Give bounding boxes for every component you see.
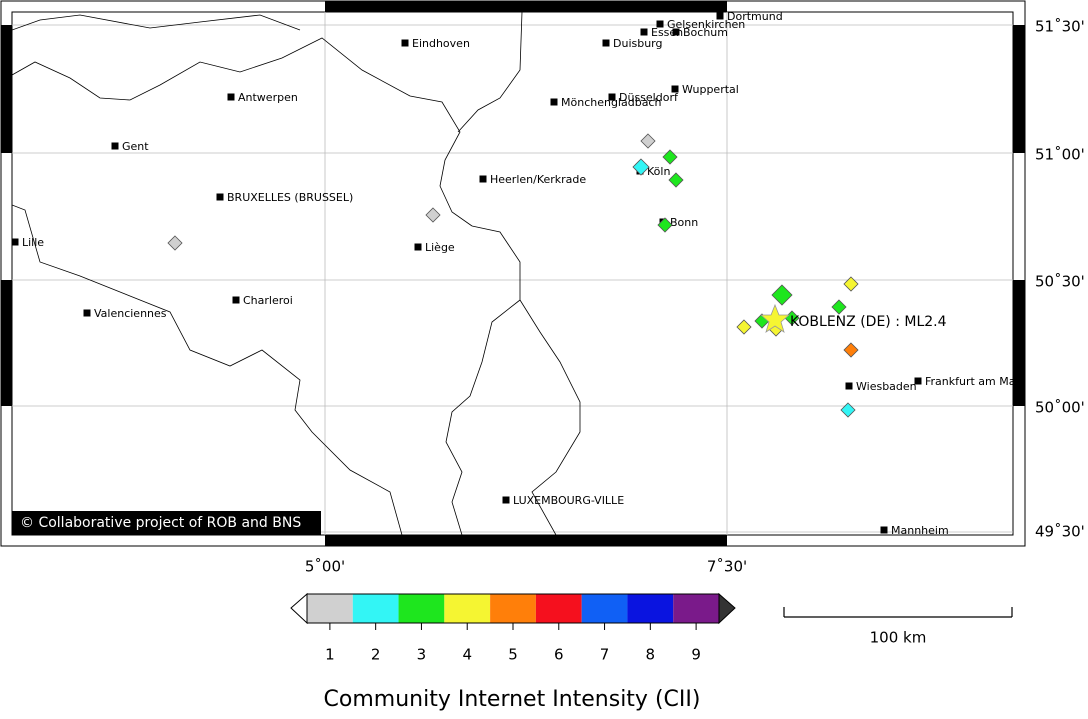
city-label: Eindhoven bbox=[412, 37, 470, 50]
city-marker bbox=[232, 296, 240, 304]
colorbar-high-arrow bbox=[718, 592, 736, 625]
colorbar-tick-label: 9 bbox=[691, 646, 701, 664]
city-label: Gent bbox=[122, 140, 149, 153]
observation bbox=[632, 158, 650, 176]
map-frame bbox=[0, 0, 1026, 547]
city-marker bbox=[602, 39, 610, 47]
city-label: Bonn bbox=[670, 216, 698, 229]
lat-label: 49˚30' bbox=[1035, 523, 1085, 541]
scale-label: 100 km bbox=[870, 629, 927, 647]
colorbar-tick-label: 5 bbox=[508, 646, 518, 664]
observation bbox=[843, 342, 859, 358]
colorbar-title: Community Internet Intensity (CII) bbox=[324, 687, 701, 712]
city-marker bbox=[83, 309, 91, 317]
lon-label: 5˚00' bbox=[305, 558, 345, 576]
colorbar-tick-label: 2 bbox=[371, 646, 381, 664]
city-marker bbox=[11, 238, 19, 246]
city-marker bbox=[880, 526, 888, 534]
colorbar-swatch bbox=[581, 594, 628, 623]
colorbar-swatch bbox=[444, 594, 491, 623]
city-label: Duisburg bbox=[613, 37, 663, 50]
city-label: Gelsenkirchen bbox=[667, 18, 745, 31]
city-marker bbox=[672, 28, 680, 36]
city-label: Valenciennes bbox=[94, 307, 167, 320]
colorbar-swatch bbox=[307, 594, 353, 623]
copyright-box bbox=[12, 511, 321, 535]
colorbar-tick-label: 3 bbox=[417, 646, 427, 664]
city-label: Wuppertal bbox=[682, 83, 739, 96]
lon-label: 7˚30' bbox=[707, 558, 747, 576]
lat-label: 50˚30' bbox=[1035, 273, 1085, 291]
city-label: Dortmund bbox=[727, 10, 783, 23]
observation bbox=[771, 284, 793, 306]
colorbar-swatch bbox=[490, 594, 536, 623]
city-marker bbox=[502, 496, 510, 504]
colorbar-swatch bbox=[627, 594, 674, 623]
observation bbox=[840, 402, 856, 418]
observation bbox=[843, 276, 859, 292]
city-marker bbox=[656, 20, 664, 28]
colorbar-tick-label: 4 bbox=[462, 646, 472, 664]
city-marker bbox=[914, 377, 922, 385]
colorbar-swatch bbox=[398, 594, 445, 623]
colorbar-swatch bbox=[673, 594, 719, 623]
city-label: Charleroi bbox=[243, 294, 293, 307]
city-label: LUXEMBOURG-VILLE bbox=[513, 494, 624, 507]
observation bbox=[425, 207, 441, 223]
colorbar-low-arrow bbox=[290, 592, 308, 625]
city-label: Heerlen/Kerkrade bbox=[490, 173, 586, 186]
city-label: Liège bbox=[425, 241, 455, 254]
colorbar-tick-label: 6 bbox=[554, 646, 564, 664]
observation bbox=[736, 319, 752, 335]
observation bbox=[640, 133, 656, 149]
city-label: Antwerpen bbox=[238, 91, 298, 104]
scale-bar bbox=[783, 607, 1013, 618]
city-marker bbox=[608, 93, 616, 101]
city-marker bbox=[550, 98, 558, 106]
city-label: Wiesbaden bbox=[856, 380, 917, 393]
city-label: Mönchengladbach bbox=[561, 96, 661, 109]
city-marker bbox=[216, 193, 224, 201]
observations bbox=[167, 133, 859, 418]
colorbar-tick-label: 1 bbox=[325, 646, 335, 664]
lat-label: 50˚00' bbox=[1035, 399, 1085, 417]
city-marker bbox=[227, 93, 235, 101]
city-marker bbox=[671, 85, 679, 93]
city-label: Mannheim bbox=[891, 524, 949, 537]
copyright: © Collaborative project of ROB and BNS bbox=[20, 515, 301, 531]
borders bbox=[12, 12, 581, 535]
city-label: Bochum bbox=[683, 26, 728, 39]
observation bbox=[657, 217, 673, 233]
map-area bbox=[11, 11, 1014, 536]
city-label: BRUXELLES (BRUSSEL) bbox=[227, 191, 353, 204]
observation bbox=[668, 172, 684, 188]
city-marker bbox=[716, 12, 724, 20]
city-marker bbox=[640, 28, 648, 36]
city-marker bbox=[479, 175, 487, 183]
lat-label: 51˚00' bbox=[1035, 146, 1085, 164]
city-marker bbox=[111, 142, 119, 150]
observation bbox=[167, 235, 183, 251]
city-label: Düsseldorf bbox=[619, 91, 679, 104]
lat-labels: 51˚30' 51˚00' 50˚30' 50˚00' 49˚30' bbox=[1035, 18, 1085, 541]
epicenter-star bbox=[759, 303, 791, 333]
city-label: Frankfurt am Ma bbox=[925, 375, 1016, 388]
colorbar-tick-label: 8 bbox=[646, 646, 656, 664]
observation bbox=[662, 149, 678, 165]
epicenter-label: KOBLENZ (DE) : ML2.4 bbox=[790, 314, 947, 330]
city-marker bbox=[845, 382, 853, 390]
colorbar: 1 2 3 4 5 6 7 8 9 bbox=[290, 592, 736, 664]
colorbar-swatch bbox=[535, 594, 582, 623]
city-label: Lille bbox=[22, 236, 44, 249]
frame-bars bbox=[1, 1, 1025, 546]
observation bbox=[831, 299, 847, 315]
city-marker bbox=[401, 39, 409, 47]
city-marker bbox=[414, 243, 422, 251]
colorbar-swatch bbox=[352, 594, 399, 623]
colorbar-tick-label: 7 bbox=[600, 646, 610, 664]
city-label: Köln bbox=[647, 165, 670, 178]
lat-label: 51˚30' bbox=[1035, 18, 1085, 36]
